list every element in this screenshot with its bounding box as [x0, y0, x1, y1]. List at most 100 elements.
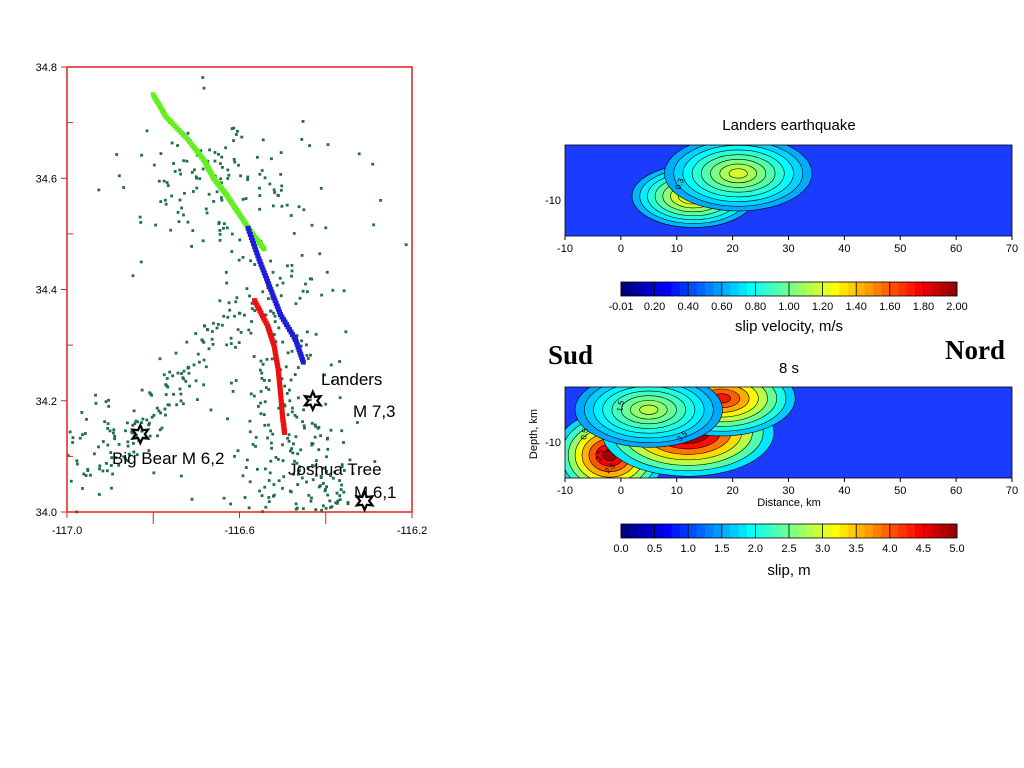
rupture-segment-point-south	[273, 355, 279, 361]
aftershock-dot	[300, 138, 304, 141]
aftershock-dot	[220, 198, 224, 202]
aftershock-dot	[306, 357, 310, 360]
rupture-segment-point-south	[279, 407, 285, 413]
aftershock-dot	[286, 264, 289, 268]
aftershock-dot	[179, 392, 183, 396]
colorbar-tick-label: 4.5	[916, 543, 931, 555]
rupture-segment-point-south	[255, 305, 261, 311]
colorbar-swatch	[646, 282, 656, 296]
rupture-segment-point-middle	[255, 253, 261, 259]
aftershock-dot	[132, 450, 136, 454]
x-tick-label: 60	[950, 485, 962, 497]
aftershock-dot	[117, 443, 121, 446]
aftershock-dot	[105, 461, 108, 465]
aftershock-dot	[200, 338, 204, 342]
colorbar-tick-label: 1.80	[913, 301, 934, 313]
aftershock-dot	[172, 162, 175, 165]
aftershock-dot	[294, 502, 298, 506]
colorbar-swatch	[772, 282, 782, 296]
aftershock-dot	[254, 435, 258, 439]
slip-contour-label-2: 0.5	[579, 427, 590, 440]
colorbar-tick-label: 3.5	[849, 543, 864, 555]
map-x-tick-label: -117.0	[52, 525, 82, 537]
aftershock-dot	[186, 220, 190, 224]
rupture-segment-point-middle	[265, 278, 271, 284]
aftershock-dot	[334, 501, 338, 505]
rupture-segment-point-middle	[280, 317, 286, 323]
aftershock-dot	[314, 424, 317, 428]
colorbar-swatch	[654, 282, 664, 296]
aftershock-dot	[235, 296, 239, 300]
rupture-segment-point-middle	[248, 234, 254, 240]
rupture-segment-point-middle	[299, 354, 305, 360]
aftershock-dot	[249, 392, 253, 396]
colorbar-swatch	[856, 524, 866, 538]
colorbar-swatch	[688, 524, 698, 538]
aftershock-dot	[281, 459, 285, 463]
colorbar-swatch	[915, 524, 924, 538]
aftershock-dot	[315, 459, 318, 463]
aftershock-dot	[301, 420, 304, 424]
aftershock-dot	[271, 204, 275, 208]
aftershock-dot	[105, 469, 109, 473]
aftershock-dot	[314, 473, 318, 477]
aftershock-dot	[192, 190, 195, 193]
aftershock-dot	[179, 474, 183, 478]
aftershock-dot	[106, 443, 110, 447]
aftershock-dot	[263, 467, 267, 471]
rupture-segment-point-middle	[247, 231, 253, 237]
aftershock-dot	[324, 487, 327, 491]
aftershock-dot	[310, 442, 314, 445]
aftershock-dot	[190, 497, 194, 501]
sud-label: Sud	[548, 340, 593, 370]
aftershock-dot	[230, 127, 234, 131]
aftershock-dot	[222, 314, 226, 318]
aftershock-dot	[148, 434, 152, 438]
colorbar-swatch	[738, 524, 748, 538]
aftershock-dot	[321, 504, 325, 508]
aftershock-dot	[191, 229, 195, 233]
colorbar-tick-label: 0.5	[647, 543, 662, 555]
aftershock-dot	[97, 188, 101, 192]
aftershock-dot	[302, 507, 305, 511]
rupture-segment-point-south	[262, 318, 268, 324]
aftershock-dot	[103, 420, 107, 424]
aftershock-dot	[89, 473, 92, 477]
aftershock-dot	[286, 351, 290, 355]
colorbar-swatch	[847, 282, 857, 296]
aftershock-dot	[323, 489, 327, 493]
rupture-segment-point-south	[257, 308, 263, 314]
aftershock-dot	[248, 294, 251, 298]
aftershock-dot	[309, 499, 313, 503]
aftershock-dot	[305, 354, 309, 357]
aftershock-dot	[169, 228, 173, 232]
slip-x-ticks: -10 0 10 20 30 40 50 60 70	[557, 478, 1018, 497]
aftershock-dot	[199, 149, 203, 153]
aftershock-dot	[273, 191, 277, 194]
aftershock-dot	[108, 429, 112, 433]
rupture-segment-point-south	[279, 412, 285, 418]
aftershock-dot	[80, 411, 84, 414]
colorbar-swatch	[763, 524, 773, 538]
colorbar-swatch	[931, 282, 941, 296]
aftershock-dot	[209, 408, 213, 412]
colorbar-swatch	[931, 524, 941, 538]
colorbar-swatch	[679, 524, 689, 538]
aftershock-dot	[93, 452, 96, 456]
aftershock-dot	[181, 402, 185, 406]
aftershock-dot	[291, 406, 294, 410]
rupture-segment-point-south	[279, 402, 285, 408]
aftershock-dot	[250, 307, 254, 311]
rupture-segment-point-south	[252, 298, 258, 304]
aftershock-dot	[348, 458, 352, 462]
aftershock-dot	[372, 223, 376, 227]
aftershock-dot	[310, 223, 314, 227]
slip-colorbar-label: slip, m	[767, 562, 810, 579]
aftershock-dot	[346, 501, 350, 504]
aftershock-dot	[101, 440, 105, 443]
aftershock-dot	[195, 186, 199, 190]
aftershock-dot	[276, 458, 280, 461]
aftershock-dot	[156, 434, 159, 438]
aftershock-dot	[220, 181, 223, 185]
aftershock-dot	[178, 168, 182, 172]
